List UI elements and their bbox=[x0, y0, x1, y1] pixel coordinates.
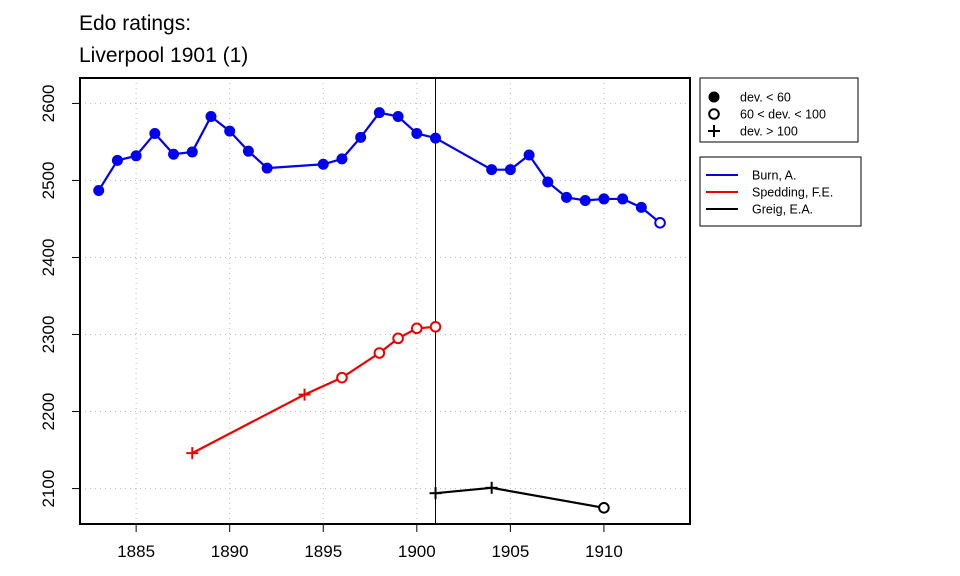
marker-legend-symbol-plus bbox=[708, 125, 720, 137]
data-point-spedding-f-e-open-circle bbox=[373, 347, 386, 359]
data-point-burn-a-filled-circle bbox=[355, 131, 367, 143]
chart-title-line-2: Liverpool 1901 (1) bbox=[79, 44, 248, 67]
data-point-burn-a-filled-circle bbox=[261, 162, 273, 174]
y-tick-label: 2400 bbox=[39, 239, 58, 277]
x-tick-label: 1890 bbox=[211, 542, 249, 561]
y-tick-label: 2200 bbox=[39, 393, 58, 431]
data-point-burn-a-filled-circle bbox=[430, 132, 442, 144]
data-point-burn-a-filled-circle bbox=[111, 154, 123, 166]
data-point-greig-e-a-plus bbox=[485, 481, 498, 494]
data-point-burn-a-filled-circle bbox=[205, 111, 217, 123]
data-point-spedding-f-e-plus bbox=[186, 447, 199, 460]
data-point-burn-a-filled-circle bbox=[168, 148, 180, 160]
data-point-burn-a-filled-circle bbox=[598, 193, 610, 205]
marker-legend-label: 60 < dev. < 100 bbox=[740, 108, 826, 122]
y-tick-label: 2500 bbox=[39, 162, 58, 200]
series-line-burn-a bbox=[97, 111, 661, 224]
data-point-burn-a-filled-circle bbox=[504, 164, 516, 176]
data-point-burn-a-filled-circle bbox=[579, 194, 591, 206]
marker-legend: dev. < 60 60 < dev. < 100 dev. > 100 bbox=[699, 77, 859, 143]
data-point-spedding-f-e-open-circle bbox=[336, 371, 348, 384]
series-burn-a bbox=[93, 107, 666, 229]
series-layer bbox=[93, 107, 666, 514]
data-point-burn-a-filled-circle bbox=[186, 146, 198, 158]
x-tick-label: 1905 bbox=[491, 542, 529, 561]
data-point-burn-a-filled-circle bbox=[224, 125, 236, 137]
data-point-burn-a-filled-circle bbox=[617, 193, 629, 205]
x-tick-label: 1910 bbox=[585, 542, 623, 561]
data-point-burn-a-filled-circle bbox=[411, 127, 423, 139]
series-legend: Burn, A. Spedding, F.E. Greig, E.A. bbox=[699, 156, 862, 227]
y-tick-label: 2100 bbox=[39, 470, 58, 508]
data-point-greig-e-a-plus bbox=[429, 487, 442, 500]
data-point-burn-a-filled-circle bbox=[635, 201, 647, 213]
series-line-spedding-f-e bbox=[191, 325, 436, 455]
chart-title: Edo ratings: Liverpool 1901 (1) bbox=[79, 12, 248, 67]
data-point-spedding-f-e-open-circle bbox=[429, 321, 442, 333]
marker-legend-symbol-open-circle bbox=[708, 108, 720, 120]
data-point-burn-a-filled-circle bbox=[542, 176, 554, 188]
axes: 1885 1890 1895 1900 1905 1910 2100 2200 2300 2400… bbox=[39, 85, 623, 561]
data-point-spedding-f-e-open-circle bbox=[392, 332, 404, 345]
data-point-burn-a-filled-circle bbox=[561, 191, 573, 203]
marker-legend-box bbox=[699, 77, 859, 143]
x-tick-label: 1895 bbox=[304, 542, 342, 561]
data-point-burn-a-filled-circle bbox=[317, 158, 329, 170]
marker-legend-label: dev. < 60 bbox=[740, 91, 791, 105]
marker-legend-label: dev. > 100 bbox=[740, 125, 798, 139]
data-point-burn-a-filled-circle bbox=[130, 150, 142, 162]
series-spedding-f-e bbox=[186, 321, 442, 460]
x-tick-label: 1885 bbox=[117, 542, 155, 561]
data-point-burn-a-filled-circle bbox=[242, 145, 254, 157]
marker-legend-symbol-filled-circle bbox=[708, 91, 720, 103]
x-tick-label: 1900 bbox=[398, 542, 436, 561]
data-point-burn-a-filled-circle bbox=[486, 164, 498, 176]
data-point-spedding-f-e-open-circle bbox=[411, 322, 423, 335]
series-legend-label: Burn, A. bbox=[752, 169, 796, 183]
data-point-burn-a-filled-circle bbox=[93, 184, 105, 196]
data-point-burn-a-filled-circle bbox=[149, 127, 161, 139]
data-point-burn-a-filled-circle bbox=[523, 149, 535, 161]
data-point-greig-e-a-open-circle bbox=[598, 502, 610, 514]
y-tick-label: 2600 bbox=[39, 85, 58, 123]
data-point-burn-a-filled-circle bbox=[392, 111, 404, 123]
series-legend-label: Greig, E.A. bbox=[752, 203, 813, 217]
grid-lines bbox=[80, 78, 690, 524]
series-legend-label: Spedding, F.E. bbox=[752, 186, 833, 200]
data-point-burn-a-filled-circle bbox=[336, 153, 348, 165]
data-point-burn-a-filled-circle bbox=[373, 107, 385, 119]
chart-title-line-1: Edo ratings: bbox=[79, 12, 191, 35]
series-greig-e-a bbox=[429, 481, 610, 514]
data-point-spedding-f-e-plus bbox=[298, 388, 311, 401]
data-point-burn-a-open-circle bbox=[654, 217, 666, 229]
y-tick-label: 2300 bbox=[39, 316, 58, 354]
series-line-greig-e-a bbox=[435, 486, 605, 509]
plot-frame bbox=[79, 77, 691, 525]
